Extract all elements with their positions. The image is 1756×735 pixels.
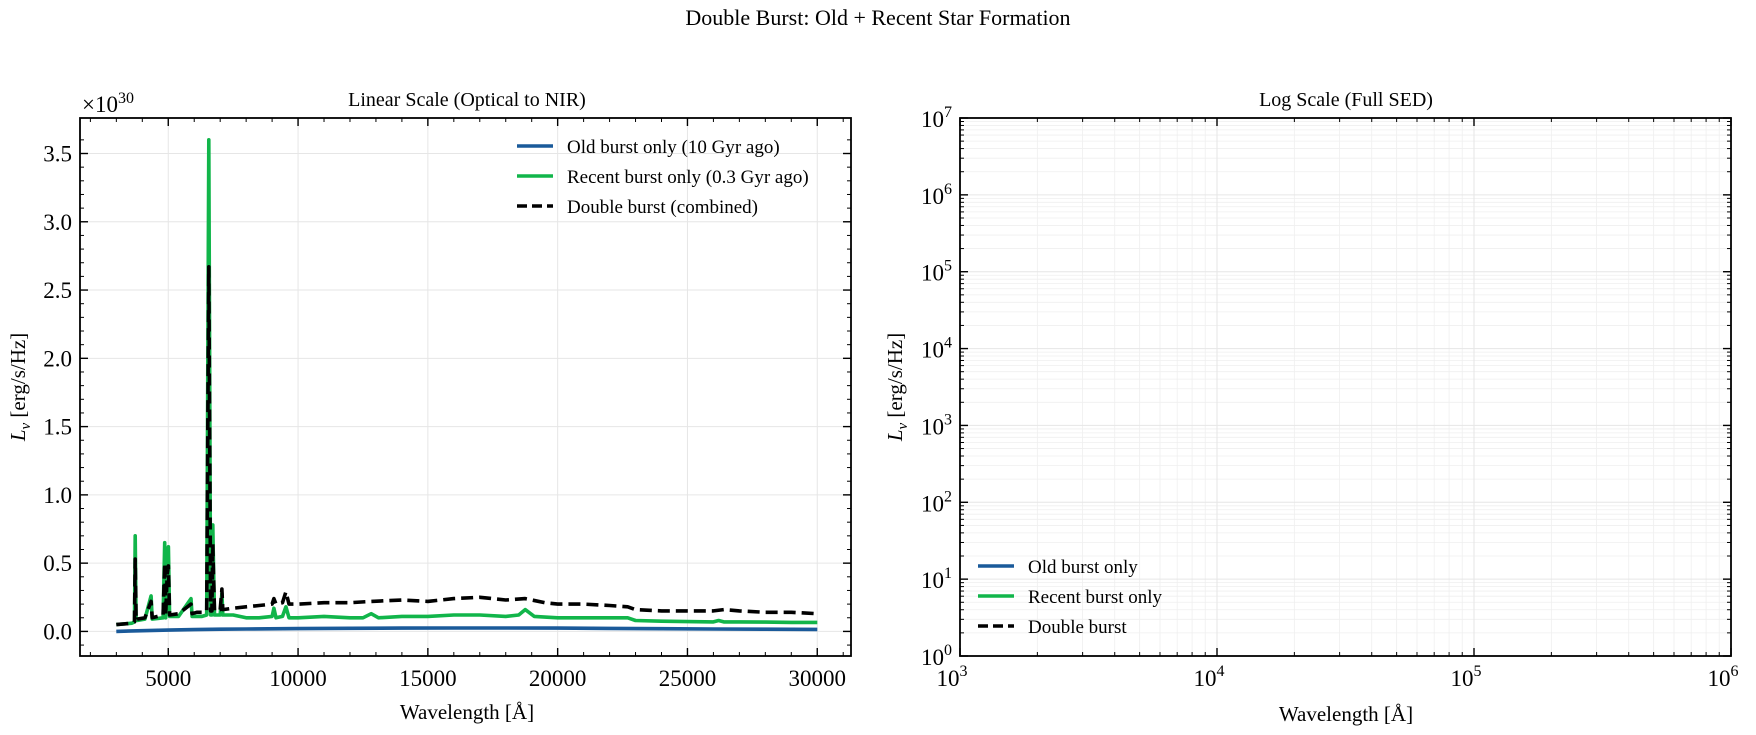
y-label-sub: ν bbox=[895, 422, 911, 429]
x-tick-label: 5000 bbox=[145, 666, 191, 691]
x-tick-label: 104 bbox=[1194, 663, 1225, 691]
x-tick-label: 10000 bbox=[269, 666, 327, 691]
linear-offset-text: ×1030 bbox=[82, 90, 134, 117]
legend-label: Recent burst only bbox=[1028, 587, 1163, 608]
y-tick-label: 107 bbox=[921, 104, 952, 132]
y-label-symbol: L bbox=[6, 429, 30, 442]
y-tick-label: 3.5 bbox=[43, 142, 72, 167]
y-tick-label: 105 bbox=[921, 258, 952, 286]
legend-label: Double burst (combined) bbox=[567, 197, 758, 218]
y-tick-label: 0.0 bbox=[43, 619, 72, 644]
offset-exponent: 30 bbox=[118, 90, 134, 107]
y-label-unit: [erg/s/Hz] bbox=[883, 333, 907, 423]
y-tick-label: 2.5 bbox=[43, 278, 72, 303]
y-tick-label: 0.5 bbox=[43, 551, 72, 576]
log-plot-frame bbox=[959, 117, 1732, 657]
series-line-1 bbox=[116, 626, 818, 634]
log-panel-title: Log Scale (Full SED) bbox=[1259, 89, 1433, 111]
linear-plot-frame bbox=[79, 117, 852, 657]
figure-title: Double Burst: Old + Recent Star Formatio… bbox=[685, 5, 1070, 30]
y-tick-label: 102 bbox=[921, 488, 952, 516]
log-y-axis-label: Lν [erg/s/Hz] bbox=[883, 333, 911, 442]
y-tick-label: 106 bbox=[921, 181, 952, 209]
legend-label: Double burst bbox=[1028, 617, 1127, 638]
y-tick-label: 100 bbox=[921, 642, 952, 670]
y-tick-label: 1.0 bbox=[43, 483, 72, 508]
x-tick-label: 105 bbox=[1451, 663, 1482, 691]
linear-ticks: 5000 10000 15000 20000 25000 30000 0.0 0.5 1.0 1.… bbox=[43, 118, 851, 691]
log-ticks: 103 104 105 106 100 101 102 103 104 105 106 107 bbox=[921, 104, 1739, 691]
y-label-symbol: L bbox=[883, 429, 907, 442]
y-tick-label: 1.5 bbox=[43, 415, 72, 440]
y-tick-label: 104 bbox=[921, 335, 952, 363]
series-line-3 bbox=[116, 264, 818, 627]
y-label-sub: ν bbox=[18, 422, 34, 429]
x-tick-label: 103 bbox=[937, 663, 968, 691]
log-legend: Old burst only Recent burst only Double bu… bbox=[978, 557, 1163, 638]
y-tick-label: 103 bbox=[921, 411, 952, 439]
linear-panel: Linear Scale (Optical to NIR) 5000 10000 1… bbox=[6, 89, 852, 724]
legend-label: Recent burst only (0.3 Gyr ago) bbox=[567, 167, 809, 188]
series-line-2 bbox=[116, 138, 818, 627]
linear-y-axis-label: Lν [erg/s/Hz] bbox=[6, 333, 34, 442]
y-tick-label: 3.0 bbox=[43, 210, 72, 235]
log-panel: Log Scale (Full SED) 103 104 105 1061001011… bbox=[883, 89, 1739, 726]
x-tick-label: 15000 bbox=[399, 666, 457, 691]
linear-x-axis-label: Wavelength [Å] bbox=[400, 700, 534, 724]
linear-series-group bbox=[116, 138, 818, 634]
y-label-unit: [erg/s/Hz] bbox=[6, 333, 30, 423]
linear-legend: Old burst only (10 Gyr ago) Recent burst … bbox=[517, 137, 809, 218]
log-x-axis-label: Wavelength [Å] bbox=[1279, 702, 1413, 726]
x-tick-label: 30000 bbox=[789, 666, 847, 691]
x-tick-label: 25000 bbox=[659, 666, 717, 691]
legend-label: Old burst only bbox=[1028, 557, 1138, 578]
x-tick-label: 20000 bbox=[529, 666, 587, 691]
y-tick-label: 2.0 bbox=[43, 346, 72, 371]
y-tick-label: 101 bbox=[921, 565, 952, 593]
x-tick-label: 106 bbox=[1708, 663, 1739, 691]
linear-panel-title: Linear Scale (Optical to NIR) bbox=[348, 89, 586, 111]
legend-label: Old burst only (10 Gyr ago) bbox=[567, 137, 780, 158]
offset-base: ×10 bbox=[82, 92, 118, 117]
